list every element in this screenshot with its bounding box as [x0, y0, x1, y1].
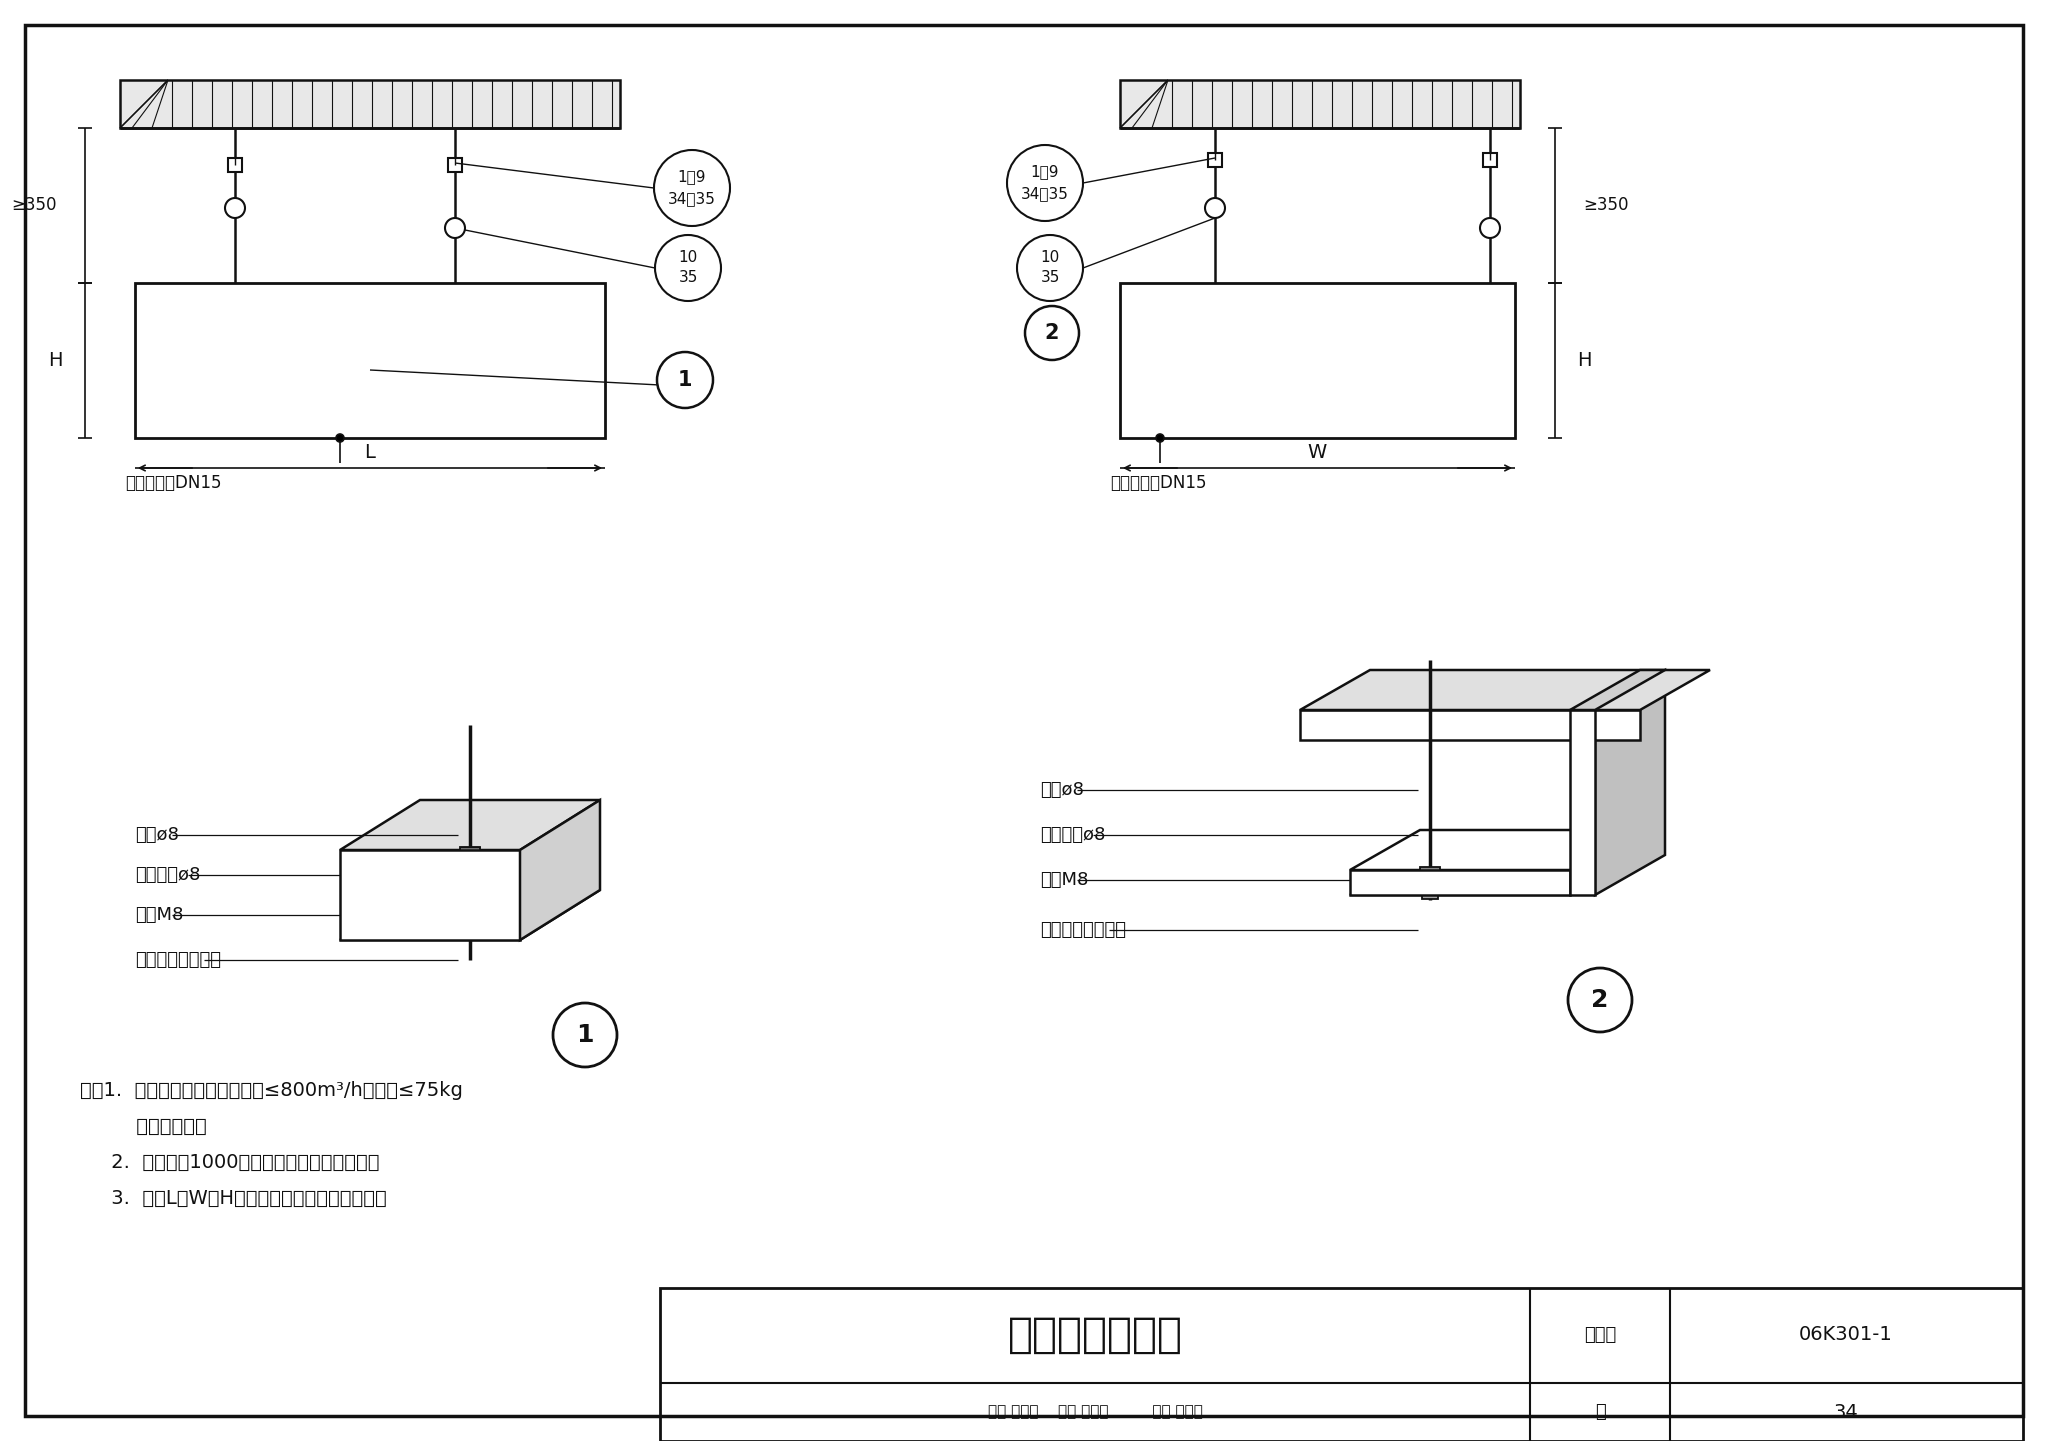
Text: 1: 1: [575, 1023, 594, 1048]
Bar: [461, 847, 479, 863]
Text: 2: 2: [1591, 989, 1608, 1012]
Text: 随机配备的吊装件: 随机配备的吊装件: [1040, 921, 1126, 940]
Circle shape: [336, 434, 344, 442]
Bar: [121, 81, 621, 128]
Circle shape: [1155, 434, 1163, 442]
Text: 34～35: 34～35: [668, 192, 717, 206]
Bar: [463, 865, 477, 879]
Bar: [1419, 867, 1440, 883]
Text: L: L: [365, 444, 375, 463]
Polygon shape: [1571, 670, 1665, 710]
Text: 1～9: 1～9: [1030, 164, 1059, 180]
Text: 2: 2: [1044, 323, 1059, 343]
Text: 螺母M8: 螺母M8: [1040, 870, 1087, 889]
Circle shape: [225, 197, 246, 218]
Circle shape: [1018, 235, 1083, 301]
Text: 06K301-1: 06K301-1: [1798, 1326, 1892, 1344]
Circle shape: [655, 235, 721, 301]
Polygon shape: [340, 800, 600, 850]
Bar: [135, 282, 604, 438]
Text: 弹簧垫圈ø8: 弹簧垫圈ø8: [1040, 826, 1106, 844]
Polygon shape: [1595, 670, 1665, 895]
Text: 1～9: 1～9: [678, 170, 707, 184]
Circle shape: [657, 352, 713, 408]
Text: ≥350: ≥350: [12, 196, 57, 215]
Polygon shape: [1571, 710, 1595, 895]
Circle shape: [1024, 305, 1079, 360]
Text: 3.  图中L、W和H分别为机组长、宽和高尺寸。: 3. 图中L、W和H分别为机组长、宽和高尺寸。: [80, 1189, 387, 1208]
Text: 35: 35: [678, 271, 698, 285]
Text: 注：1.  本安装方式适用于新风量≤800m³/h，重量≤75kg: 注：1. 本安装方式适用于新风量≤800m³/h，重量≤75kg: [80, 1081, 463, 1099]
Polygon shape: [1300, 670, 1710, 710]
Circle shape: [444, 218, 465, 238]
Text: H: H: [1577, 350, 1591, 369]
Text: 冷凝排水管DN15: 冷凝排水管DN15: [1110, 474, 1206, 491]
Polygon shape: [520, 800, 600, 940]
Polygon shape: [1350, 830, 1640, 870]
Circle shape: [1204, 197, 1225, 218]
Text: 吊杆ø8: 吊杆ø8: [135, 826, 178, 844]
Text: 弹簧垫圈ø8: 弹簧垫圈ø8: [135, 866, 201, 883]
Circle shape: [653, 150, 729, 226]
Bar: [1120, 81, 1520, 128]
Polygon shape: [340, 891, 600, 940]
Circle shape: [1481, 218, 1499, 238]
Text: 35: 35: [1040, 271, 1059, 285]
Text: 34～35: 34～35: [1022, 186, 1069, 202]
Text: 1: 1: [678, 370, 692, 391]
Circle shape: [1569, 968, 1632, 1032]
Bar: [449, 159, 463, 171]
Polygon shape: [1300, 710, 1640, 741]
Polygon shape: [1350, 855, 1640, 895]
Text: 冷凝排水管DN15: 冷凝排水管DN15: [125, 474, 221, 491]
Text: 螺母M8: 螺母M8: [135, 906, 184, 924]
Text: 审核 李远学    校对 邹永庆         设计 宋长辉: 审核 李远学 校对 邹永庆 设计 宋长辉: [987, 1405, 1202, 1419]
Text: 图集号: 图集号: [1583, 1326, 1616, 1344]
Polygon shape: [340, 850, 520, 940]
Circle shape: [1008, 146, 1083, 220]
Text: 的所有机型。: 的所有机型。: [80, 1117, 207, 1136]
Text: 吊顶式板下吊装: 吊顶式板下吊装: [1008, 1314, 1182, 1356]
Text: ≥350: ≥350: [1583, 196, 1628, 215]
Text: 页: 页: [1595, 1404, 1606, 1421]
Text: 吊杆ø8: 吊杆ø8: [1040, 781, 1083, 798]
Bar: [659, 1288, 2023, 1441]
Bar: [1208, 153, 1223, 167]
Bar: [1421, 885, 1438, 899]
Text: W: W: [1307, 444, 1327, 463]
Bar: [227, 159, 242, 171]
Text: H: H: [49, 350, 63, 369]
Circle shape: [553, 1003, 616, 1066]
Bar: [1483, 153, 1497, 167]
Bar: [1120, 282, 1516, 438]
Text: 10: 10: [678, 251, 698, 265]
Polygon shape: [1350, 870, 1571, 895]
Text: 随机配备的吊装件: 随机配备的吊装件: [135, 951, 221, 968]
Text: 2.  吊杆大于1000，应采取防止晃动的措施。: 2. 吊杆大于1000，应采取防止晃动的措施。: [80, 1153, 379, 1172]
Text: 10: 10: [1040, 251, 1059, 265]
Text: 34: 34: [1833, 1402, 1858, 1421]
